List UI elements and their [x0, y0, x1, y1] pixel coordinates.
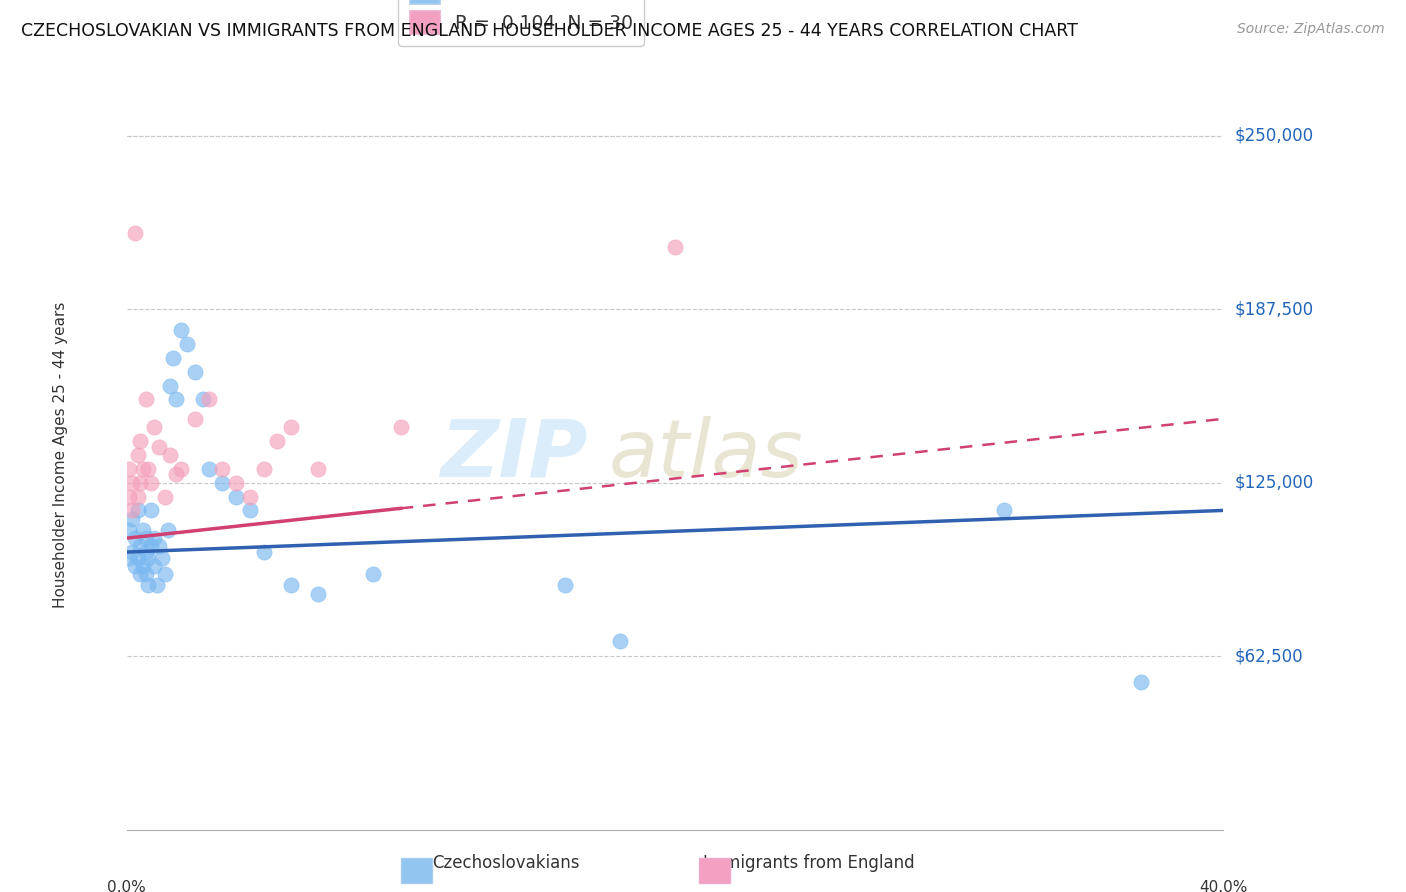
Text: Source: ZipAtlas.com: Source: ZipAtlas.com: [1237, 22, 1385, 37]
Text: atlas: atlas: [609, 416, 804, 494]
Point: [197, 462, 219, 476]
Legend: R =  0.044  N = 45, R =  0.104  N = 30: R = 0.044 N = 45, R = 0.104 N = 30: [398, 0, 644, 45]
Point: [129, 567, 152, 582]
Point: [159, 378, 181, 392]
Point: [118, 550, 141, 565]
Point: [308, 462, 330, 476]
Point: [143, 558, 166, 573]
Text: ZIP: ZIP: [440, 416, 588, 494]
Point: [1130, 675, 1153, 690]
Point: [129, 434, 152, 448]
Point: [165, 392, 187, 407]
Text: $62,500: $62,500: [1234, 647, 1303, 665]
Point: [239, 503, 262, 517]
Point: [141, 540, 163, 554]
Point: [129, 540, 152, 554]
Point: [239, 490, 262, 504]
Point: [211, 462, 233, 476]
Point: [118, 490, 141, 504]
Point: [132, 523, 155, 537]
Point: [156, 523, 179, 537]
Point: [124, 226, 146, 240]
Point: [162, 351, 184, 365]
Text: Householder Income Ages 25 - 44 years: Householder Income Ages 25 - 44 years: [53, 301, 69, 608]
Point: [153, 490, 176, 504]
Point: [153, 567, 176, 582]
Point: [170, 462, 193, 476]
Point: [176, 337, 198, 351]
Point: [141, 475, 163, 490]
Point: [138, 462, 160, 476]
Point: [124, 558, 146, 573]
Point: [165, 467, 187, 482]
Point: [143, 420, 166, 434]
Point: [135, 545, 157, 559]
Point: [129, 475, 152, 490]
Point: [664, 240, 686, 254]
Point: [148, 540, 170, 554]
Point: [193, 392, 215, 407]
Point: [280, 578, 302, 592]
Point: [184, 365, 207, 379]
Point: [253, 462, 276, 476]
Text: $187,500: $187,500: [1234, 301, 1313, 318]
Point: [609, 633, 631, 648]
Point: [148, 440, 170, 454]
Point: [118, 462, 141, 476]
Point: [266, 434, 288, 448]
Point: [184, 412, 207, 426]
Point: [280, 420, 302, 434]
Point: [121, 503, 143, 517]
Point: [170, 323, 193, 337]
Point: [253, 545, 276, 559]
Point: [389, 420, 412, 434]
Text: $250,000: $250,000: [1234, 127, 1313, 145]
Point: [132, 558, 155, 573]
Point: [118, 523, 141, 537]
Text: Immigrants from England: Immigrants from England: [703, 855, 914, 872]
Point: [121, 475, 143, 490]
Point: [127, 448, 149, 462]
Point: [124, 531, 146, 545]
Point: [159, 448, 181, 462]
Text: 40.0%: 40.0%: [1199, 880, 1247, 892]
Text: $125,000: $125,000: [1234, 474, 1313, 491]
Point: [225, 475, 247, 490]
Point: [121, 512, 143, 526]
Point: [197, 392, 219, 407]
Text: 0.0%: 0.0%: [107, 880, 146, 892]
Point: [135, 392, 157, 407]
Text: CZECHOSLOVAKIAN VS IMMIGRANTS FROM ENGLAND HOUSEHOLDER INCOME AGES 25 - 44 YEARS: CZECHOSLOVAKIAN VS IMMIGRANTS FROM ENGLA…: [21, 22, 1078, 40]
Point: [363, 567, 385, 582]
Point: [127, 550, 149, 565]
Point: [554, 578, 576, 592]
Point: [211, 475, 233, 490]
Point: [121, 545, 143, 559]
Point: [225, 490, 247, 504]
Point: [135, 567, 157, 582]
Text: Czechoslovakians: Czechoslovakians: [433, 855, 579, 872]
Point: [127, 503, 149, 517]
Point: [127, 490, 149, 504]
Point: [143, 531, 166, 545]
Point: [141, 503, 163, 517]
Point: [138, 550, 160, 565]
Point: [308, 587, 330, 601]
Point: [145, 578, 167, 592]
Point: [993, 503, 1015, 517]
Point: [135, 531, 157, 545]
Point: [150, 550, 173, 565]
Point: [132, 462, 155, 476]
Point: [138, 578, 160, 592]
